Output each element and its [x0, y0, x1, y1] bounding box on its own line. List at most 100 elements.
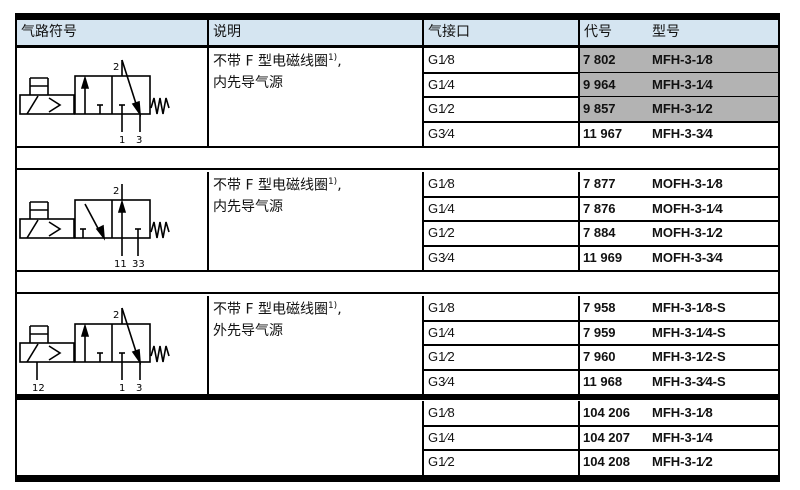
header-model: 型号: [652, 24, 680, 40]
row-divider: [424, 319, 778, 322]
part-code: 9 857: [583, 101, 616, 116]
part-code: 11 968: [583, 373, 623, 389]
model-number: MFH-3-3⁄4: [652, 125, 713, 141]
port-label: 11: [114, 259, 127, 270]
part-code: 7 960: [583, 349, 616, 364]
part-code: 7 959: [583, 324, 616, 340]
part-code: 11 969: [583, 249, 623, 265]
punctuation: ,: [337, 301, 342, 318]
port-size: G1⁄4: [428, 429, 455, 445]
port-label: 3: [136, 135, 142, 146]
punctuation: ,: [337, 53, 342, 70]
column-divider: [422, 172, 424, 270]
port-label: 33: [132, 259, 145, 270]
row-divider: [424, 220, 778, 222]
port-label: 2: [113, 186, 119, 197]
model-number: MFH-3-1⁄8-S: [652, 300, 726, 315]
port-size: G1⁄4: [428, 324, 455, 340]
port-size: G3⁄4: [428, 249, 455, 265]
part-code: 7 876: [583, 200, 616, 216]
part-code: 104 206: [583, 405, 630, 420]
header-port: 气接口: [424, 20, 578, 45]
column-divider: [207, 172, 209, 270]
port-label: 1: [119, 383, 125, 394]
punctuation: ,: [337, 177, 342, 194]
column-divider: [422, 48, 424, 146]
pneumatic-valve-symbol: 2 1 3: [19, 59, 170, 146]
footnote-marker: 1): [327, 177, 338, 187]
header-description: 说明: [209, 20, 424, 45]
column-divider: [207, 48, 209, 146]
port-size: G1⁄4: [428, 200, 455, 216]
port-size: G1⁄8: [428, 300, 455, 315]
header-code-model: 代号 型号: [580, 20, 778, 45]
row-divider: [424, 449, 778, 451]
port-size: G1⁄2: [428, 349, 455, 364]
part-code: 7 958: [583, 300, 616, 315]
port-size: G1⁄2: [428, 454, 455, 469]
highlighted-cell: [580, 48, 778, 73]
model-number: MOFH-3-3⁄4: [652, 249, 723, 265]
column-divider: [207, 20, 209, 45]
description-line2: 外先导气源: [213, 322, 283, 339]
port-size: G1⁄8: [428, 52, 455, 67]
description-line2: 内先导气源: [213, 198, 283, 215]
right-border: [778, 20, 780, 475]
port-label: 12: [32, 383, 45, 394]
part-code: 104 207: [583, 429, 630, 445]
model-number: MFH-3-1⁄4: [652, 76, 713, 92]
pneumatic-valve-symbol: 2 11 33: [19, 184, 170, 270]
port-label: 2: [113, 62, 119, 73]
model-number: MOFH-3-1⁄8: [652, 176, 723, 191]
part-code: 7 802: [583, 52, 616, 67]
header-rule: [15, 45, 780, 48]
header-symbol: 气路符号: [17, 20, 211, 45]
model-number: MFH-3-1⁄8: [652, 405, 713, 420]
column-divider: [422, 296, 424, 394]
port-size: G3⁄4: [428, 373, 455, 389]
column-divider: [578, 401, 580, 475]
header-code: 代号: [584, 24, 612, 40]
column-divider: [422, 20, 424, 45]
model-number: MFH-3-1⁄8: [652, 52, 713, 67]
description-line1: 不带 F 型电磁线圈: [213, 301, 328, 318]
port-label: 1: [119, 135, 125, 146]
column-divider: [207, 296, 209, 394]
model-number: MFH-3-3⁄4-S: [652, 373, 726, 389]
row-divider: [424, 368, 778, 371]
description: 不带 F 型电磁线圈1), 外先导气源: [213, 296, 342, 342]
description-line2: 内先导气源: [213, 74, 283, 91]
model-number: MFH-3-1⁄4-S: [652, 324, 726, 340]
row-divider: [424, 244, 778, 247]
group-rule: [15, 168, 780, 170]
model-number: MOFH-3-1⁄4: [652, 200, 723, 216]
left-border: [15, 20, 17, 475]
part-code: 9 964: [583, 76, 616, 92]
footnote-marker: 1): [327, 53, 338, 63]
highlighted-cell: [580, 97, 778, 122]
part-code: 11 967: [583, 125, 623, 141]
port-label: 2: [113, 310, 119, 321]
top-rule: [15, 13, 780, 20]
part-code: 7 884: [583, 225, 616, 240]
port-size: G1⁄2: [428, 101, 455, 116]
description-line1: 不带 F 型电磁线圈: [213, 177, 328, 194]
description-line1: 不带 F 型电磁线圈: [213, 53, 328, 70]
group-rule: [15, 270, 780, 272]
port-label: 3: [136, 383, 142, 394]
port-size: G3⁄4: [428, 125, 455, 141]
column-divider: [422, 401, 424, 475]
description: 不带 F 型电磁线圈1), 内先导气源: [213, 172, 342, 218]
row-divider: [424, 195, 778, 198]
part-code: 7 877: [583, 176, 616, 191]
bottom-rule: [15, 474, 780, 482]
port-size: G1⁄2: [428, 225, 455, 240]
group-rule: [15, 292, 780, 294]
model-number: MFH-3-1⁄2: [652, 454, 713, 469]
row-divider: [424, 120, 778, 123]
description: 不带 F 型电磁线圈1), 内先导气源: [213, 48, 342, 94]
group-rule: [15, 394, 780, 400]
port-size: G1⁄8: [428, 405, 455, 420]
model-number: MFH-3-1⁄2: [652, 101, 713, 116]
